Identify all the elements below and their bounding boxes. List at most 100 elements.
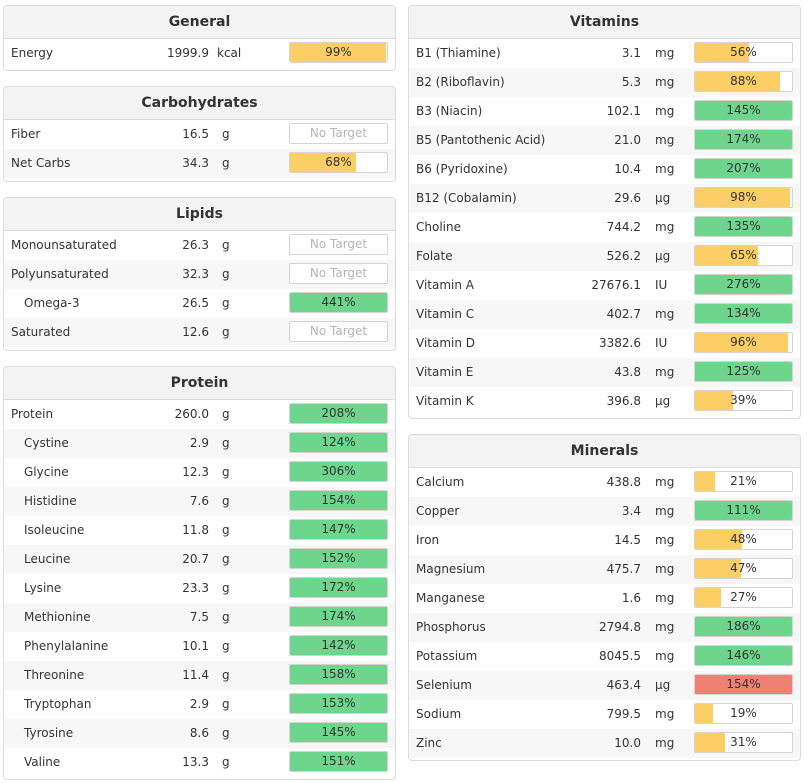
nutrient-unit: µg	[655, 249, 671, 263]
lipids-panel: Lipids Monounsaturated 26.3 g No Target Poly…	[3, 197, 396, 351]
nutrient-row[interactable]: Copper 3.4 mg 111%	[409, 497, 800, 526]
nutrient-row[interactable]: Vitamin E 43.8 mg 125%	[409, 358, 800, 387]
nutrient-unit: g	[222, 238, 230, 252]
target-percent: 306%	[321, 464, 356, 478]
nutrient-row[interactable]: Saturated 12.6 g No Target	[4, 318, 395, 347]
target-progress-bar: No Target	[289, 234, 388, 255]
protein-rows: Protein 260.0 g 208% Cystine 2.9 g 124% Glycine 1…	[4, 400, 395, 777]
nutrient-row[interactable]: B1 (Thiamine) 3.1 mg 56%	[409, 39, 800, 68]
nutrient-row[interactable]: Choline 744.2 mg 135%	[409, 213, 800, 242]
target-percent: 125%	[726, 364, 761, 378]
nutrient-amount: 526.2	[606, 249, 641, 263]
nutrient-unit: g	[222, 296, 230, 310]
carbohydrates-panel: Carbohydrates Fiber 16.5 g No Target Net Car…	[3, 86, 396, 182]
nutrient-row[interactable]: Omega-3 26.5 g 441%	[4, 289, 395, 318]
nutrient-row[interactable]: Folate 526.2 µg 65%	[409, 242, 800, 271]
nutrient-row[interactable]: Tryptophan 2.9 g 153%	[4, 690, 395, 719]
general-panel: General Energy 1999.9 kcal 99%	[3, 5, 396, 71]
nutrient-row[interactable]: Methionine 7.5 g 174%	[4, 603, 395, 632]
nutrient-row[interactable]: Vitamin D 3382.6 IU 96%	[409, 329, 800, 358]
nutrient-amount: 7.6	[189, 494, 209, 508]
nutrient-row[interactable]: B5 (Pantothenic Acid) 21.0 mg 174%	[409, 126, 800, 155]
nutrient-row[interactable]: Energy 1999.9 kcal 99%	[4, 39, 395, 68]
nutrient-row[interactable]: Sodium 799.5 mg 19%	[409, 700, 800, 729]
nutrient-amount: 26.3	[182, 238, 209, 252]
nutrient-row[interactable]: Histidine 7.6 g 154%	[4, 487, 395, 516]
target-progress-bar: 158%	[289, 664, 388, 685]
target-percent: 207%	[726, 161, 761, 175]
target-progress-fill	[290, 404, 387, 423]
nutrient-row[interactable]: Vitamin C 402.7 mg 134%	[409, 300, 800, 329]
nutrient-amount: 10.1	[182, 639, 209, 653]
nutrient-row[interactable]: Threonine 11.4 g 158%	[4, 661, 395, 690]
target-percent: 99%	[325, 45, 352, 59]
target-progress-bar: 186%	[694, 616, 793, 637]
nutrient-row[interactable]: Manganese 1.6 mg 27%	[409, 584, 800, 613]
minerals-panel: Minerals Calcium 438.8 mg 21% Copper 3.4 mg 111…	[408, 434, 801, 761]
nutrient-row[interactable]: Cystine 2.9 g 124%	[4, 429, 395, 458]
target-progress-fill	[290, 607, 387, 626]
nutrient-row[interactable]: B3 (Niacin) 102.1 mg 145%	[409, 97, 800, 126]
nutrient-row[interactable]: Phenylalanine 10.1 g 142%	[4, 632, 395, 661]
target-percent: 98%	[730, 190, 757, 204]
target-percent: 441%	[321, 295, 356, 309]
nutrient-row[interactable]: Valine 13.3 g 151%	[4, 748, 395, 777]
nutrient-name: Fiber	[11, 127, 41, 141]
target-progress-fill	[290, 694, 387, 713]
carbohydrates-rows: Fiber 16.5 g No Target Net Carbs 34.3 g 68%	[4, 120, 395, 178]
nutrient-row[interactable]: Lysine 23.3 g 172%	[4, 574, 395, 603]
nutrient-row[interactable]: Polyunsaturated 32.3 g No Target	[4, 260, 395, 289]
nutrient-unit: g	[222, 755, 230, 769]
nutrient-unit: g	[222, 407, 230, 421]
nutrient-unit: IU	[655, 336, 668, 350]
nutrient-unit: kcal	[217, 46, 242, 60]
nutrient-amount: 12.6	[182, 325, 209, 339]
nutrient-name: Valine	[24, 755, 61, 769]
target-percent: 208%	[321, 406, 356, 420]
nutrient-name: Selenium	[416, 678, 472, 692]
nutrient-name: Phosphorus	[416, 620, 486, 634]
nutrient-row[interactable]: B12 (Cobalamin) 29.6 µg 98%	[409, 184, 800, 213]
nutrient-row[interactable]: Vitamin A 27676.1 IU 276%	[409, 271, 800, 300]
nutrient-row[interactable]: Zinc 10.0 mg 31%	[409, 729, 800, 758]
nutrient-amount: 396.8	[606, 394, 641, 408]
target-percent: 48%	[730, 532, 757, 546]
target-progress-fill	[290, 520, 387, 539]
target-progress-fill	[695, 43, 750, 62]
nutrient-row[interactable]: Glycine 12.3 g 306%	[4, 458, 395, 487]
nutrient-row[interactable]: Isoleucine 11.8 g 147%	[4, 516, 395, 545]
nutrient-row[interactable]: Vitamin K 396.8 µg 39%	[409, 387, 800, 416]
nutrient-row[interactable]: Potassium 8045.5 mg 146%	[409, 642, 800, 671]
carbohydrates-title: Carbohydrates	[4, 87, 395, 120]
nutrient-amount: 1.6	[621, 591, 641, 605]
nutrient-row[interactable]: Selenium 463.4 µg 154%	[409, 671, 800, 700]
target-progress-fill	[695, 733, 726, 752]
nutrient-amount: 34.3	[182, 156, 209, 170]
target-progress-fill	[290, 462, 387, 481]
nutrient-row[interactable]: Magnesium 475.7 mg 47%	[409, 555, 800, 584]
target-progress-bar: 134%	[694, 303, 793, 324]
nutrient-row[interactable]: Protein 260.0 g 208%	[4, 400, 395, 429]
nutrient-amount: 402.7	[606, 307, 641, 321]
nutrient-unit: g	[222, 325, 230, 339]
target-progress-fill	[695, 559, 741, 578]
nutrient-row[interactable]: Fiber 16.5 g No Target	[4, 120, 395, 149]
nutrient-row[interactable]: Net Carbs 34.3 g 68%	[4, 149, 395, 178]
nutrient-row[interactable]: Iron 14.5 mg 48%	[409, 526, 800, 555]
nutrient-row[interactable]: Leucine 20.7 g 152%	[4, 545, 395, 574]
nutrient-name: Monounsaturated	[11, 238, 117, 252]
nutrient-row[interactable]: Monounsaturated 26.3 g No Target	[4, 231, 395, 260]
nutrient-amount: 2.9	[189, 697, 209, 711]
target-progress-fill	[695, 362, 792, 381]
nutrient-row[interactable]: B2 (Riboflavin) 5.3 mg 88%	[409, 68, 800, 97]
nutrient-row[interactable]: Calcium 438.8 mg 21%	[409, 468, 800, 497]
target-percent: 172%	[321, 580, 356, 594]
nutrient-unit: mg	[655, 620, 675, 634]
target-progress-fill	[695, 391, 733, 410]
nutrient-amount: 23.3	[182, 581, 209, 595]
target-progress-fill	[290, 293, 387, 312]
nutrient-row[interactable]: Tyrosine 8.6 g 145%	[4, 719, 395, 748]
nutrient-row[interactable]: Phosphorus 2794.8 mg 186%	[409, 613, 800, 642]
nutrient-row[interactable]: B6 (Pyridoxine) 10.4 mg 207%	[409, 155, 800, 184]
nutrient-name: Threonine	[24, 668, 85, 682]
